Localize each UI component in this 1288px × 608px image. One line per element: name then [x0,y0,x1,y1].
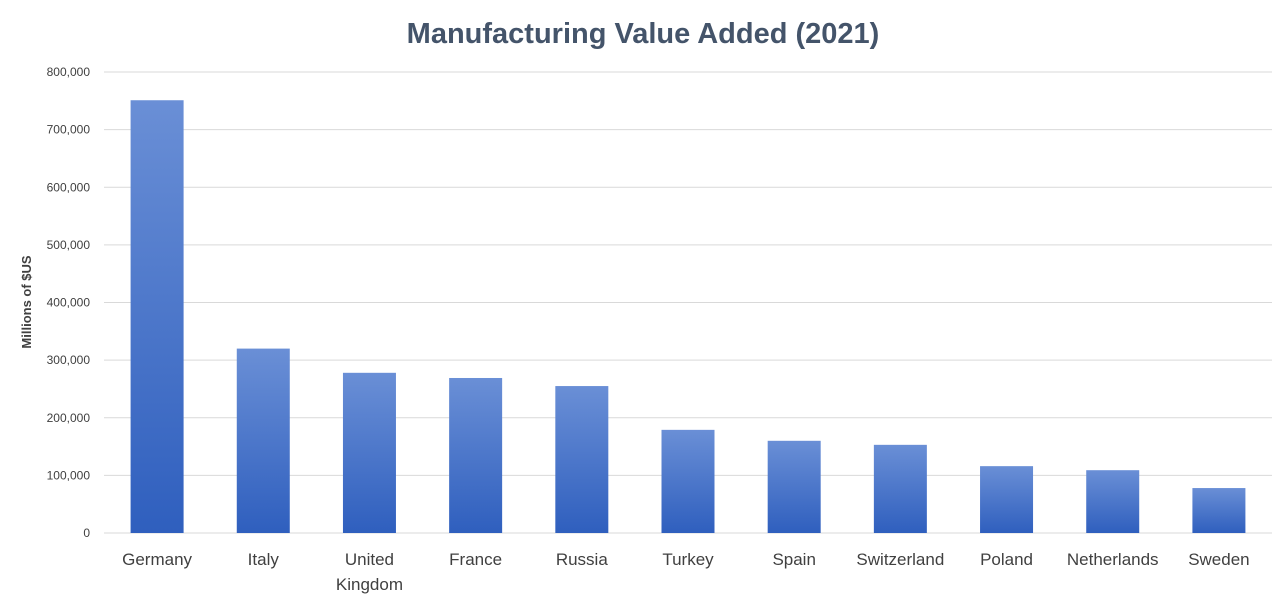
bar-united-kingdom [342,372,396,533]
bar-germany [130,100,184,533]
x-tick-label: Spain [772,550,815,569]
x-tick-label: Poland [980,550,1033,569]
gridlines [104,71,1272,534]
y-tick-label: 100,000 [47,468,91,482]
y-tick-label: 200,000 [47,411,91,425]
bar-italy [236,348,290,533]
chart-title: Manufacturing Value Added (2021) [407,18,880,50]
y-axis-ticks: 0 100,000 200,000 300,000 400,000 500,000 600,… [47,65,91,540]
x-tick-label: France [449,550,502,569]
bar-russia [555,386,609,533]
bar-france [449,377,503,533]
x-tick-label: Switzerland [856,550,944,569]
y-tick-label: 700,000 [47,123,91,137]
x-tick-label: Italy [248,550,280,569]
y-tick-label: 0 [83,526,90,540]
y-tick-label: 600,000 [47,180,91,194]
bar-spain [767,440,821,533]
x-tick-label: Germany [122,550,192,569]
x-axis-ticks: Germany Italy United Kingdom France Russia Tur… [122,550,1249,594]
bar-netherlands [1086,470,1140,533]
bar-turkey [661,429,715,533]
x-tick-label: Turkey [662,550,714,569]
bar-sweden [1192,488,1246,533]
x-tick-label: Sweden [1188,550,1249,569]
bars [130,100,1246,533]
x-tick-label: Russia [556,550,609,569]
bar-poland [980,466,1034,533]
y-tick-label: 500,000 [47,238,91,252]
x-tick-label: Netherlands [1067,550,1159,569]
y-axis-label: Millions of $US [19,255,34,349]
y-tick-label: 400,000 [47,296,91,310]
x-tick-label: United Kingdom [336,550,403,594]
y-tick-label: 800,000 [47,65,91,79]
y-tick-label: 300,000 [47,353,91,367]
bar-switzerland [873,444,927,533]
